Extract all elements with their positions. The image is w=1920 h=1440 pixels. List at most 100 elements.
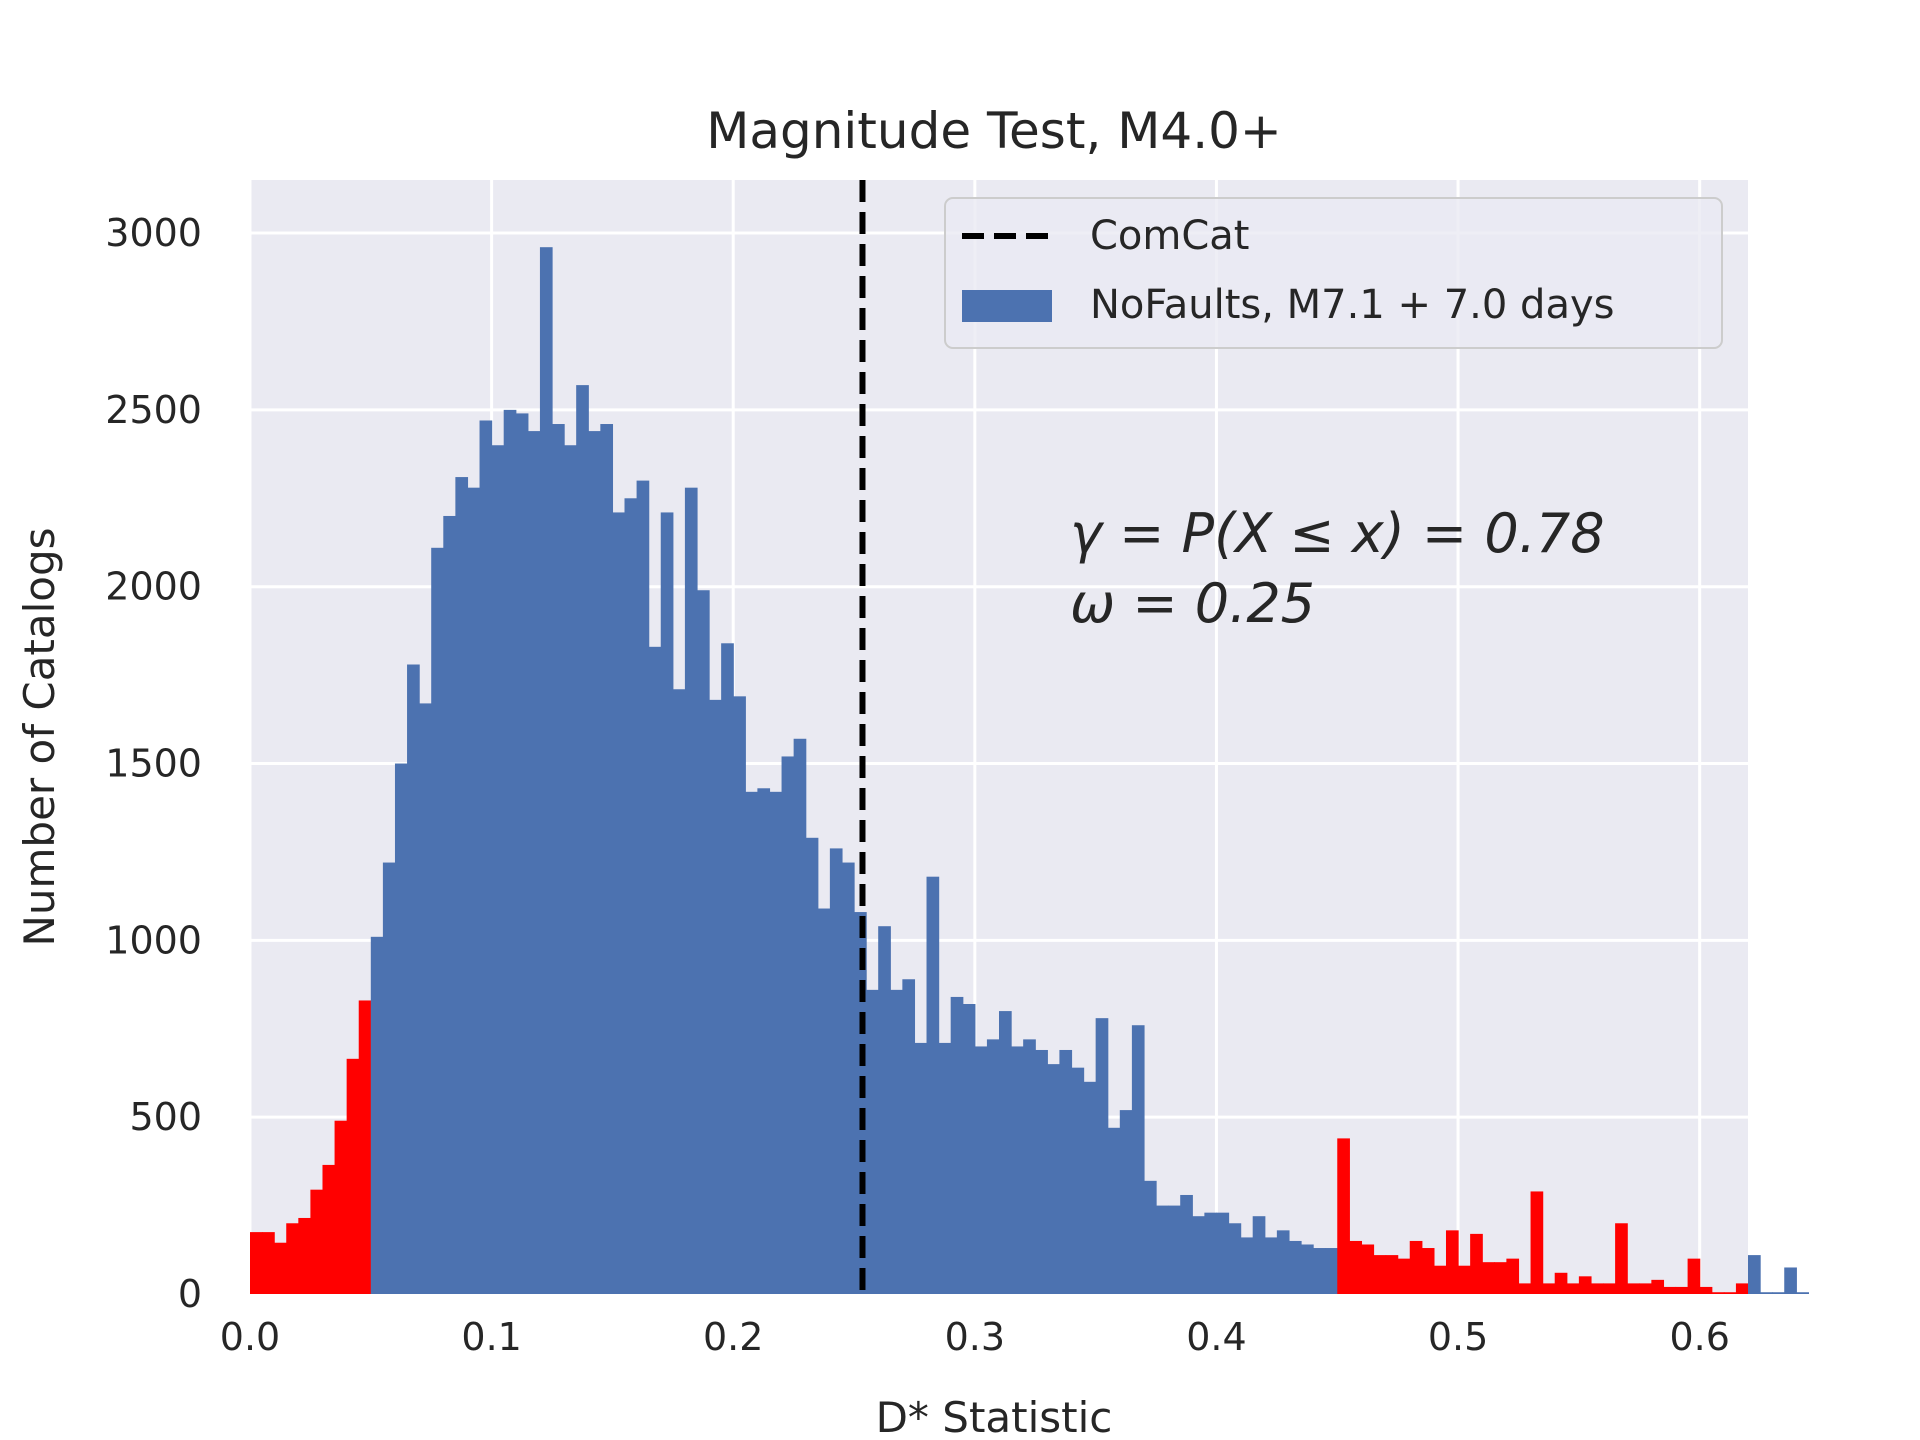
histogram-bar (1156, 1205, 1169, 1294)
histogram-bar (1023, 1039, 1036, 1294)
y-tick-label: 500 (129, 1095, 202, 1139)
histogram-bar (1095, 1018, 1109, 1294)
x-tick-label: 0.4 (1186, 1315, 1246, 1359)
histogram-bar (588, 431, 601, 1295)
histogram-bar (1639, 1283, 1652, 1294)
y-tick-label: 2000 (105, 565, 202, 609)
histogram-bar (1542, 1283, 1556, 1294)
histogram-bar (1035, 1049, 1048, 1294)
histogram-bar (1083, 1081, 1097, 1294)
histogram-bar (1433, 1265, 1447, 1294)
legend-box (944, 197, 1723, 349)
histogram-bar (1482, 1262, 1495, 1294)
histogram-bar (793, 738, 807, 1294)
histogram-bar (709, 699, 722, 1294)
histogram-bar (1337, 1138, 1350, 1294)
histogram-bar (1107, 1127, 1121, 1294)
histogram-bar (382, 862, 396, 1294)
histogram-bar (1264, 1237, 1278, 1294)
histogram-bar (491, 445, 505, 1294)
histogram-bar (1699, 1286, 1713, 1294)
legend-comcat-label: ComCat (1090, 213, 1250, 259)
histogram-bar (1240, 1237, 1254, 1294)
histogram-bar (539, 247, 553, 1295)
histogram-bar (1385, 1255, 1399, 1294)
histogram-bar (1711, 1292, 1725, 1294)
histogram-bar (274, 1242, 287, 1294)
histogram-bar (1796, 1292, 1810, 1294)
x-tick-label: 0.0 (220, 1315, 280, 1359)
histogram-bar (1723, 1292, 1737, 1294)
histogram-bar (1276, 1230, 1290, 1294)
histogram-bar (358, 1000, 372, 1294)
histogram-bar (1325, 1248, 1338, 1294)
histogram-bar (1216, 1212, 1230, 1294)
histogram-bar (1748, 1255, 1761, 1294)
histogram-bar (1445, 1230, 1459, 1294)
histogram-bar (1772, 1292, 1785, 1294)
histogram-bar (841, 862, 855, 1294)
histogram-bar (866, 989, 879, 1294)
histogram-bar (636, 480, 650, 1295)
histogram-bar (624, 498, 638, 1294)
histogram-bar (515, 413, 529, 1294)
histogram-bar (1204, 1212, 1218, 1294)
histogram-bar (1784, 1267, 1797, 1294)
histogram-bar (817, 908, 831, 1294)
histogram-bar (443, 515, 456, 1294)
histogram-bar (1131, 1025, 1145, 1294)
histogram-bar (1615, 1223, 1628, 1294)
x-tick-label: 0.5 (1428, 1315, 1488, 1359)
histogram-bar (576, 385, 589, 1295)
histogram-bar (564, 445, 577, 1294)
histogram-bar (1627, 1283, 1640, 1294)
histogram-bar (467, 487, 481, 1295)
histogram-bar (334, 1120, 348, 1294)
histogram-bar (1554, 1272, 1568, 1294)
histogram-bar (527, 431, 541, 1295)
x-tick-labels: 0.0 0.1 0.2 0.3 0.4 0.5 0.6 (220, 1315, 1730, 1359)
histogram-bar (914, 1042, 928, 1294)
histogram-bar (1313, 1248, 1326, 1294)
histogram-bar (757, 788, 771, 1294)
histogram-bar (829, 848, 843, 1294)
histogram-bar (733, 696, 746, 1294)
histogram-bar (1011, 1046, 1024, 1294)
histogram-bar (805, 837, 819, 1294)
histogram-bar (962, 1004, 976, 1294)
histogram-bar (1603, 1283, 1616, 1294)
legend-nofaults-swatch (962, 290, 1052, 322)
histogram-bar (612, 512, 626, 1294)
histogram-bar (1663, 1286, 1677, 1294)
histogram-bar (854, 912, 867, 1294)
histogram-bar (974, 1046, 988, 1294)
histogram-bar (938, 1042, 952, 1294)
histogram-bar (455, 477, 469, 1295)
histogram-bar (648, 646, 662, 1294)
histogram-bar (1578, 1276, 1592, 1294)
histogram-bar (1047, 1064, 1061, 1294)
histogram-bar (1566, 1283, 1580, 1294)
x-axis-label: D* Statistic (876, 1393, 1113, 1440)
histogram-bar (431, 547, 444, 1294)
histogram-bar (1735, 1283, 1749, 1294)
histogram-bar (986, 1039, 1000, 1294)
histogram-bar (1518, 1283, 1532, 1294)
histogram-bar (1494, 1262, 1507, 1294)
histogram-bar (286, 1223, 299, 1294)
histogram-bar (1530, 1191, 1544, 1294)
histogram-bar (878, 926, 891, 1294)
histogram-bar (1228, 1223, 1242, 1294)
y-tick-label: 2500 (105, 388, 202, 432)
histogram-bars (250, 247, 1810, 1295)
chart-title: Magnitude Test, M4.0+ (706, 102, 1282, 160)
histogram-bar (370, 936, 384, 1294)
histogram-bar (1373, 1255, 1387, 1294)
histogram-bar (1760, 1292, 1773, 1294)
annotation-gamma: γ = P(X ≤ x) = 0.78 (1070, 502, 1605, 565)
x-tick-label: 0.6 (1669, 1315, 1729, 1359)
histogram-bar (1397, 1258, 1411, 1294)
histogram-bar (769, 791, 783, 1294)
x-tick-label: 0.2 (703, 1315, 763, 1359)
